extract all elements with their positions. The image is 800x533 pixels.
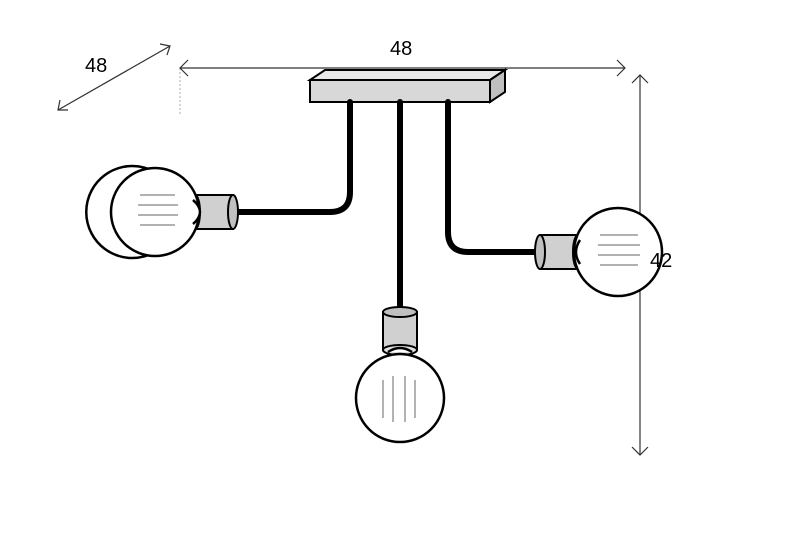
width-dimension-label: 48 — [390, 38, 412, 61]
bulb-left — [86, 166, 200, 258]
technical-drawing — [0, 0, 800, 533]
mounting-plate — [310, 70, 505, 102]
height-dimension-label: 42 — [650, 250, 672, 273]
sockets — [190, 195, 583, 355]
bulb-right — [574, 208, 662, 296]
dimension-depth — [58, 44, 170, 110]
depth-dimension-label: 48 — [85, 55, 107, 78]
arms — [225, 102, 545, 312]
bulbs — [86, 166, 662, 442]
bulb-center — [356, 348, 444, 442]
